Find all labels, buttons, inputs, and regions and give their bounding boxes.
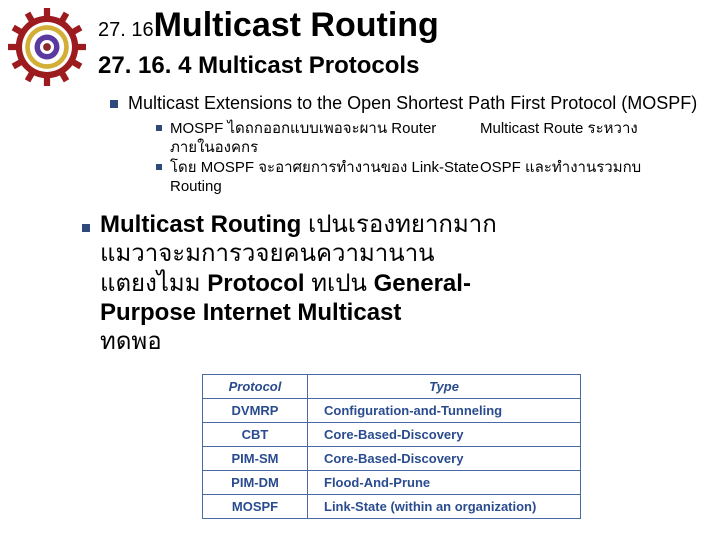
sub2-left: โดย MOSPF จะอาศยการทำงานของ Link-State R…: [170, 158, 480, 197]
bullet-icon: [82, 224, 90, 232]
sub-row-1: MOSPF ไดถกออกแบบเพอจะผาน Router ภายในองค…: [156, 119, 710, 158]
mospf-title: Multicast Extensions to the Open Shortes…: [128, 92, 697, 115]
bullet-icon: [110, 100, 118, 108]
section-number: 27. 16: [98, 19, 154, 41]
col-type: Type: [308, 375, 581, 399]
sub2-right: OSPF และทำงานรวมกบ: [480, 158, 710, 178]
col-protocol: Protocol: [203, 375, 308, 399]
subsection-title: 27. 16. 4 Multicast Protocols: [98, 52, 419, 80]
slide-title: 27. 16Multicast Routing: [98, 6, 439, 45]
sub1-left: MOSPF ไดถกออกแบบเพอจะผาน Router ภายในองค…: [170, 119, 480, 158]
bullet-icon: [156, 164, 162, 170]
table-header-row: Protocol Type: [203, 375, 581, 399]
table-row: MOSPF Link-State (within an organization…: [203, 495, 581, 519]
mospf-subpoints: MOSPF ไดถกออกแบบเพอจะผาน Router ภายในองค…: [156, 119, 710, 197]
bullet-mospf: Multicast Extensions to the Open Shortes…: [110, 92, 710, 115]
institution-logo: [8, 8, 86, 86]
sub-row-2: โดย MOSPF จะอาศยการทำงานของ Link-State R…: [156, 158, 710, 197]
section-title: Multicast Routing: [154, 6, 439, 44]
table-row: CBT Core-Based-Discovery: [203, 423, 581, 447]
content-area: Multicast Extensions to the Open Shortes…: [110, 92, 710, 197]
protocol-table: Protocol Type DVMRP Configuration-and-Tu…: [202, 374, 581, 519]
table-row: DVMRP Configuration-and-Tunneling: [203, 399, 581, 423]
table-row: PIM-SM Core-Based-Discovery: [203, 447, 581, 471]
sub1-right: Multicast Route ระหวาง: [480, 119, 710, 139]
gear-icon: [8, 8, 86, 86]
summary-text: Multicast Routing เปนเรองทยากมาก แมวาจะม…: [100, 210, 497, 356]
table-row: PIM-DM Flood-And-Prune: [203, 471, 581, 495]
summary-paragraph: Multicast Routing เปนเรองทยากมาก แมวาจะม…: [82, 210, 700, 356]
bullet-icon: [156, 125, 162, 131]
